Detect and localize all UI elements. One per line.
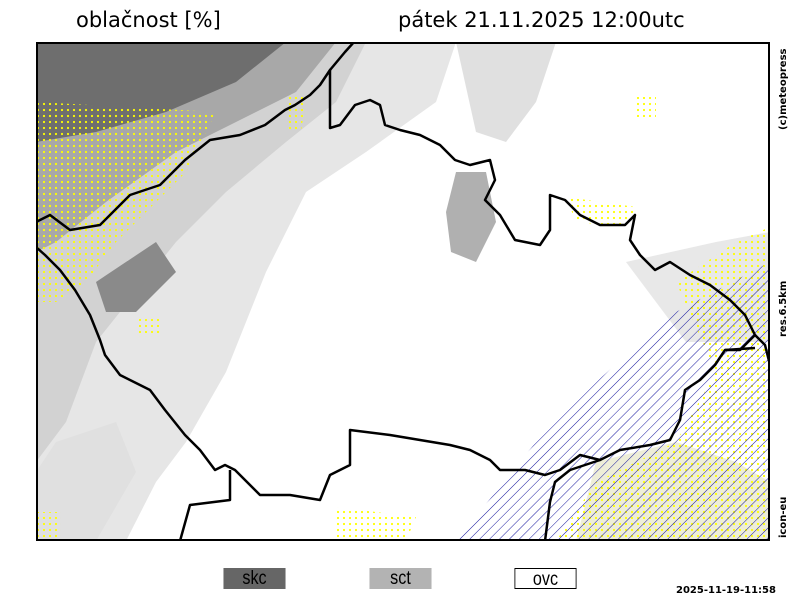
forecast-datetime: pátek 21.11.2025 12:00utc xyxy=(398,8,685,32)
legend-skc: skc xyxy=(223,568,286,589)
model-label: icon-eu xyxy=(778,496,789,538)
cloud-cover-map xyxy=(36,42,770,541)
generated-timestamp: 2025-11-19-11:58 xyxy=(676,585,776,596)
map-title: oblačnost [%] xyxy=(76,8,221,32)
legend-sct: sct xyxy=(369,568,432,589)
resolution-label: res.6.5km xyxy=(778,280,789,337)
map-frame xyxy=(36,42,770,541)
copyright-label: (c)meteopress xyxy=(778,48,789,130)
country-borders xyxy=(36,42,770,541)
legend-ovc: ovc xyxy=(514,568,577,590)
